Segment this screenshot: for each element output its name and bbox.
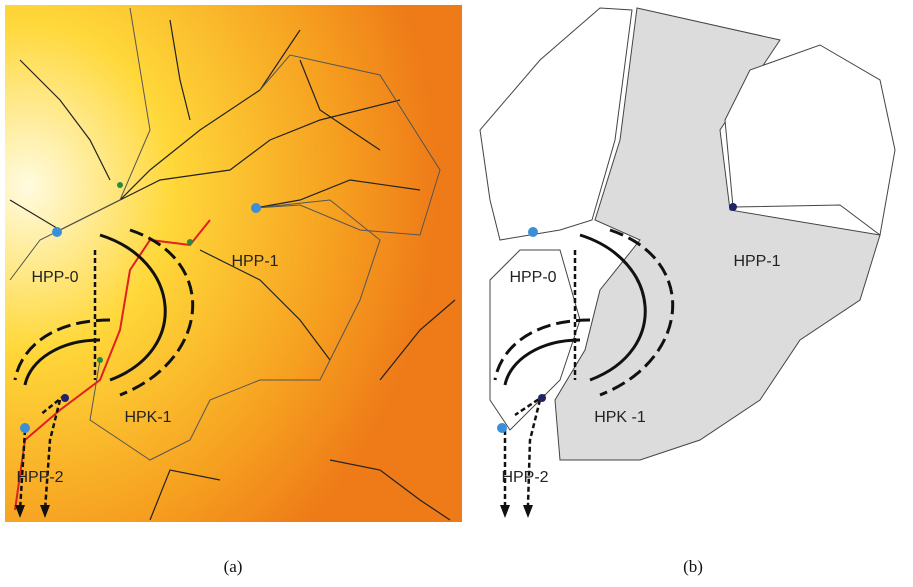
label: HPP-1 [733, 253, 780, 270]
station [729, 203, 737, 211]
station [497, 423, 507, 433]
caption: (a) [224, 557, 243, 576]
label: HPP-2 [501, 469, 548, 486]
label: HPP-1 [231, 253, 278, 270]
figure: HPP-0 HPP-1 HPK-1 HPP-2 (a) HPP-0 HPP-1 … [0, 0, 913, 587]
label: HPK-1 [124, 409, 171, 426]
caption: (b) [683, 557, 703, 576]
label: HPK -1 [594, 409, 646, 426]
panel-b: HPP-0 HPP-1 HPK -1 HPP-2 (b) [480, 8, 895, 576]
panel-a: HPP-0 HPP-1 HPK-1 HPP-2 (a) [5, 5, 462, 576]
station [528, 227, 538, 237]
station [538, 394, 546, 402]
catchment-hpp1 [725, 45, 895, 235]
label: HPP-2 [16, 469, 63, 486]
label: HPP-0 [509, 269, 556, 286]
label: HPP-0 [31, 269, 78, 286]
